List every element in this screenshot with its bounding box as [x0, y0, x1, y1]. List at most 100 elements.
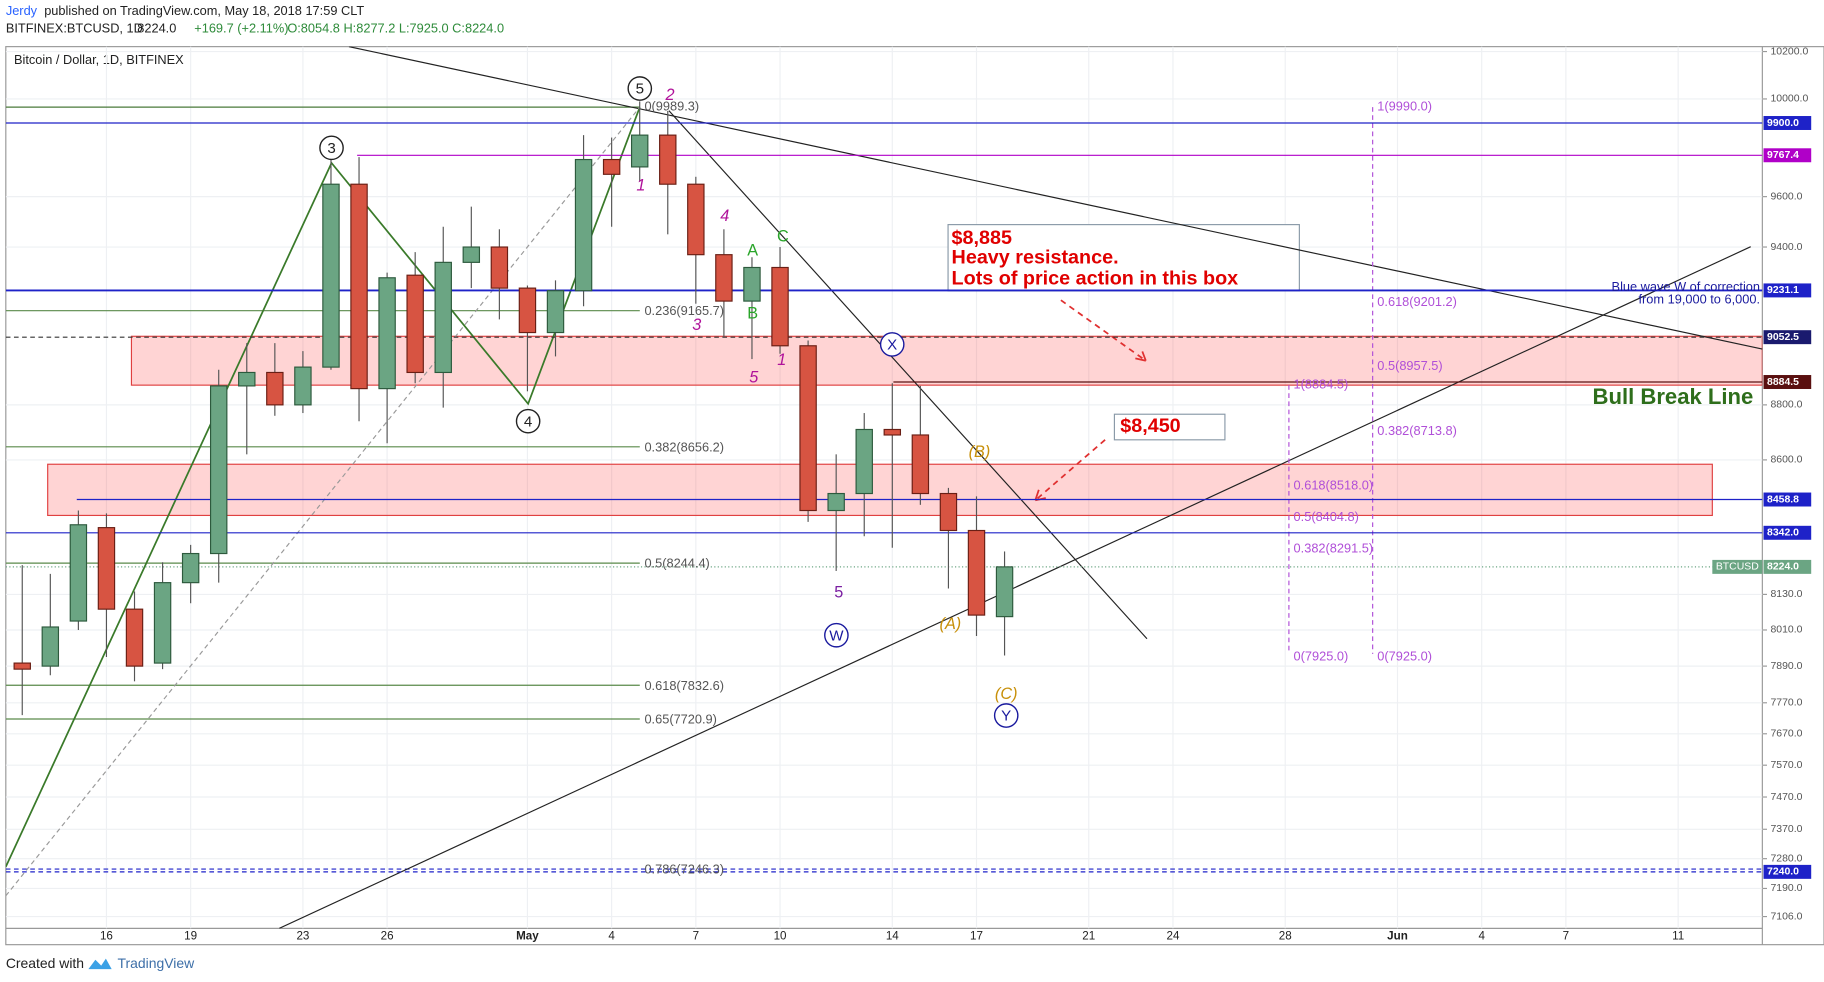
- arrow-head: [1135, 351, 1147, 362]
- candle-body: [799, 345, 817, 512]
- change: +169.7 (+2.11%): [194, 21, 288, 36]
- annotation: 2: [665, 86, 675, 104]
- x-tick-label: 14: [886, 930, 899, 943]
- annotation: 0.65(7720.9): [644, 712, 716, 727]
- candle-body: [97, 527, 116, 610]
- annotation: 0.618(7832.6): [644, 678, 724, 693]
- y-tick-label: 7370.0: [1770, 824, 1802, 835]
- price-label-box: [1763, 559, 1812, 574]
- wave-circle: [319, 135, 344, 161]
- x-tick-label: 4: [1478, 930, 1485, 943]
- y-tick-label: 8800.0: [1770, 400, 1802, 411]
- x-tick-label: May: [516, 930, 539, 943]
- footer-brand[interactable]: TradingView: [117, 955, 195, 971]
- annotation: Heavy resistance.: [952, 247, 1119, 269]
- candle-body: [294, 366, 312, 406]
- annotation: 0.382(8291.5): [1294, 541, 1374, 556]
- candle-body: [406, 274, 424, 374]
- candle-body: [687, 183, 705, 256]
- x-tick-label: 7: [693, 930, 699, 943]
- candle-body: [125, 608, 144, 667]
- price-label-box: [1763, 116, 1812, 130]
- annotation: W: [829, 627, 844, 644]
- y-tick-label: 7280.0: [1770, 853, 1802, 864]
- fib-base: [5, 106, 641, 897]
- annotation: 0(7925.0): [1294, 649, 1349, 664]
- candle-body: [490, 246, 509, 289]
- annotation: 3: [327, 140, 335, 157]
- y-tick-label: 8010.0: [1770, 625, 1802, 636]
- x-tick-label: 28: [1279, 930, 1292, 943]
- author[interactable]: Jerdy: [6, 3, 38, 18]
- annotation: 1(9990.0): [1377, 98, 1432, 113]
- resistance-box: [130, 335, 1763, 386]
- annotation: $8,885: [952, 227, 1012, 249]
- wave-circle: [993, 703, 1019, 728]
- x-tick-label: 21: [1082, 930, 1095, 943]
- annotation: C: [777, 228, 789, 246]
- note-box: [1113, 413, 1226, 441]
- candle-body: [827, 492, 845, 512]
- price-label-box: [1763, 375, 1812, 389]
- y-tick-label: 7190.0: [1770, 883, 1802, 894]
- candle-body: [13, 662, 31, 670]
- x-tick-label: 17: [970, 930, 983, 943]
- x-tick-label: 16: [100, 930, 113, 943]
- arrow: [1060, 299, 1147, 362]
- trend-line: [668, 110, 1148, 640]
- y-tick-label: 10200.0: [1770, 46, 1808, 57]
- annotation: 0.382(8656.2): [644, 439, 724, 454]
- symbol: BITFINEX:BTCUSD, 1D: [6, 21, 143, 36]
- annotation: Bull Break Line: [1593, 384, 1754, 409]
- price-label-box: [1763, 492, 1812, 507]
- price-label-box: [1763, 864, 1812, 879]
- candle-body: [911, 434, 930, 495]
- y-tick-label: 7106.0: [1770, 911, 1802, 922]
- candle-body: [153, 582, 172, 664]
- annotation: B: [747, 304, 758, 322]
- y-tick-label: 7670.0: [1770, 729, 1802, 740]
- price-label: 7240.0: [1767, 867, 1799, 878]
- annotation: Blue wave W of correction: [1612, 279, 1760, 294]
- wave-circle: [515, 408, 541, 434]
- candle-body: [69, 524, 88, 622]
- candle-body: [462, 246, 481, 263]
- y-tick-label: 9600.0: [1770, 191, 1802, 202]
- annotation: 0.236(9165.7): [644, 303, 724, 318]
- x-tick-label: Jun: [1387, 930, 1408, 943]
- annotation: Y: [1001, 708, 1011, 725]
- x-tick-label: 11: [1672, 930, 1684, 943]
- price-label-box: [1763, 525, 1812, 540]
- symbol-label: BTCUSD: [1716, 562, 1759, 573]
- annotation: 4: [720, 207, 729, 225]
- candle-body: [967, 529, 986, 616]
- candle-body: [238, 371, 256, 387]
- candle-body: [378, 277, 396, 390]
- trend-line: [348, 46, 1763, 350]
- annotation: 0.786(7246.3): [644, 862, 724, 877]
- candle-body: [350, 183, 368, 390]
- y-tick-label: 9400.0: [1770, 242, 1802, 253]
- annotation: from 19,000 to 6,000.: [1639, 292, 1761, 307]
- price-label: 8884.5: [1767, 377, 1799, 388]
- candle-body: [546, 290, 565, 334]
- candle-body: [434, 261, 452, 374]
- candle-body: [602, 158, 621, 175]
- last-price: 8224.0: [137, 21, 176, 36]
- candle-body: [883, 428, 902, 436]
- price-label: 8224.0: [1767, 562, 1799, 573]
- price-label: 8342.0: [1767, 528, 1799, 539]
- annotation: 5: [636, 81, 644, 98]
- y-tick-label: 7470.0: [1770, 792, 1802, 803]
- price-label: 8458.8: [1767, 494, 1799, 505]
- annotation: 1(8884.5): [1294, 377, 1349, 392]
- x-tick-label: 10: [774, 930, 787, 943]
- chart-title: Bitcoin / Dollar, 1D, BITFINEX: [14, 52, 184, 67]
- frame: [5, 46, 1824, 946]
- annotation: $8,450: [1120, 415, 1180, 437]
- annotation: 5: [834, 584, 843, 602]
- annotation: 1: [636, 177, 645, 195]
- published: published on TradingView.com, May 18, 20…: [44, 3, 364, 18]
- y-tick-label: 7770.0: [1770, 698, 1802, 709]
